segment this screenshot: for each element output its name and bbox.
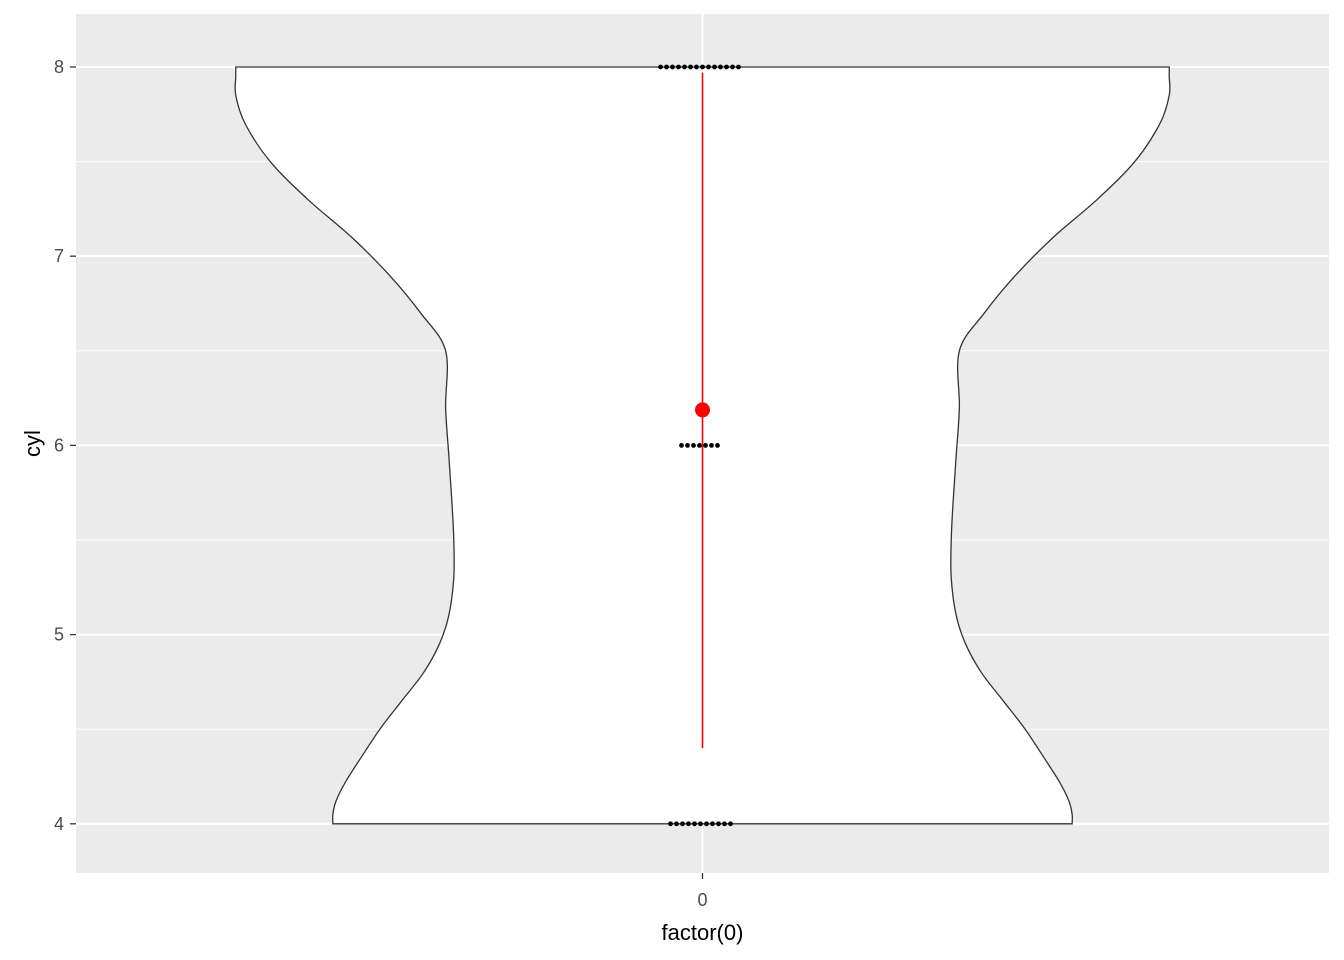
y-tick-label: 7	[54, 246, 64, 266]
dot-point	[664, 64, 669, 70]
y-tick-label: 8	[54, 57, 64, 77]
dot-point	[716, 821, 721, 827]
dot-point	[736, 64, 741, 70]
dot-point	[680, 821, 685, 827]
dot-point	[712, 64, 717, 70]
dot-point	[674, 821, 679, 827]
dot-point	[709, 442, 714, 448]
dot-point	[730, 64, 735, 70]
dot-point	[718, 64, 723, 70]
dot-point	[710, 821, 715, 827]
dot-point	[728, 821, 733, 827]
dotplot-points	[658, 64, 741, 827]
dot-point	[682, 64, 687, 70]
dot-point	[697, 442, 702, 448]
x-tick-label: 0	[697, 890, 707, 910]
y-tick-label: 6	[54, 435, 64, 455]
dot-point	[694, 64, 699, 70]
dot-point	[724, 64, 729, 70]
dot-point	[691, 442, 696, 448]
dot-point	[700, 64, 705, 70]
summary-mean-point	[695, 402, 710, 418]
x-axis: 0	[697, 873, 708, 910]
dot-point	[676, 64, 681, 70]
dot-point	[670, 64, 675, 70]
dot-point	[722, 821, 727, 827]
dot-point	[715, 442, 720, 448]
y-tick-label: 4	[54, 814, 64, 834]
dot-point	[704, 821, 709, 827]
y-axis: 4 5 6 7 8	[54, 57, 76, 834]
x-axis-title: factor(0)	[662, 920, 744, 945]
dot-point	[658, 64, 663, 70]
dot-point	[679, 442, 684, 448]
dot-point	[706, 64, 711, 70]
dot-point	[685, 442, 690, 448]
dot-point	[686, 821, 691, 827]
y-axis-title: cyl	[20, 430, 45, 457]
y-tick-label: 5	[54, 625, 64, 645]
dot-point	[688, 64, 693, 70]
dot-point	[703, 442, 708, 448]
dot-point	[698, 821, 703, 827]
dot-point	[668, 821, 673, 827]
dot-point	[692, 821, 697, 827]
